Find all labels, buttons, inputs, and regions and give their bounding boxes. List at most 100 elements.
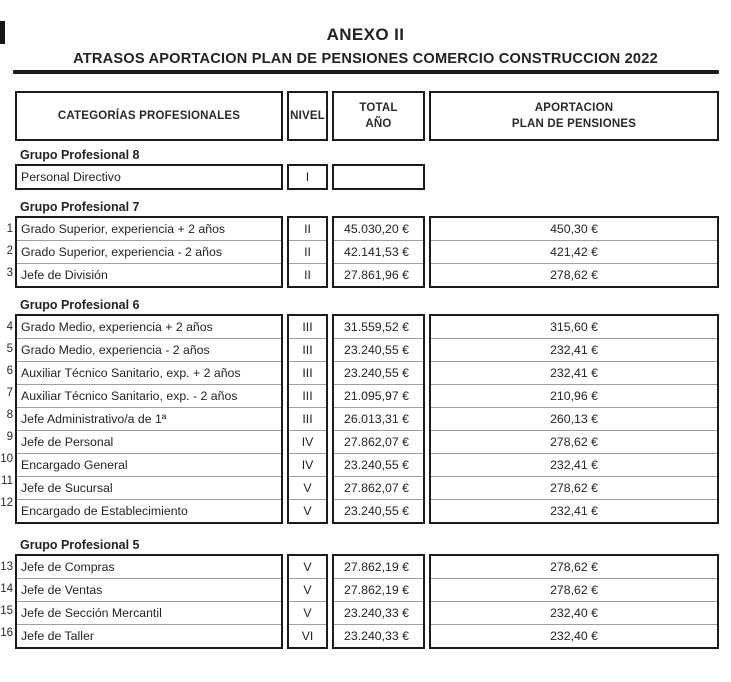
page-title: ANEXO II <box>326 25 405 44</box>
aportacion-cell: 232,40 € <box>431 624 717 647</box>
category-cell: Grado Superior, experiencia + 2 años <box>21 222 226 236</box>
total-column: 45.030,20 € 42.141,53 € 27.861,96 € <box>332 216 425 288</box>
total-cell: 23.240,55 € <box>334 338 423 361</box>
row-number-column: 1 2 3 <box>0 216 15 288</box>
aportacion-cell: 278,62 € <box>431 476 717 499</box>
category-cell: Auxiliar Técnico Sanitario, exp. - 2 año… <box>17 384 281 407</box>
header-total-line1: TOTAL <box>359 102 398 114</box>
total-cell: 27.862,19 € <box>344 560 409 574</box>
group-label: Grupo Profesional 6 <box>20 298 140 312</box>
page-subtitle: ATRASOS APORTACION PLAN DE PENSIONES COM… <box>73 51 658 67</box>
categories-column: Personal Directivo <box>15 164 283 190</box>
group-7: Grupo Profesional 7 1 2 3 Grado Superior… <box>0 200 731 288</box>
aportacion-cell: 232,41 € <box>431 361 717 384</box>
total-cell: 26.013,31 € <box>334 407 423 430</box>
nivel-cell: V <box>303 560 312 574</box>
nivel-cell: III <box>289 384 326 407</box>
row-number: 5 <box>6 343 13 355</box>
group-rows: 4 5 6 7 8 9 10 11 12 Grado Medio, experi… <box>0 314 731 524</box>
category-cell: Jefe de Taller <box>17 624 281 647</box>
row-number: 9 <box>6 431 13 443</box>
aportacion-cell: 210,96 € <box>431 384 717 407</box>
nivel-cell: I <box>305 170 310 184</box>
row-number: 15 <box>0 605 13 617</box>
total-cell: 31.559,52 € <box>344 320 409 334</box>
total-cell: 23.240,33 € <box>334 624 423 647</box>
row-number-column <box>0 164 15 190</box>
nivel-cell: IV <box>289 453 326 476</box>
nivel-cell: II <box>289 263 326 286</box>
table-header: CATEGORÍAS PROFESIONALES NIVEL TOTAL AÑO… <box>15 91 731 141</box>
total-cell <box>334 166 423 188</box>
nivel-cell: II <box>289 240 326 263</box>
category-cell: Jefe de División <box>17 263 281 286</box>
row-number: 1 <box>6 223 13 235</box>
category-cell: Jefe de Compras <box>21 560 115 574</box>
categories-column: Grado Superior, experiencia + 2 años Gra… <box>15 216 283 288</box>
row-number: 14 <box>0 583 13 595</box>
aportacion-column: 278,62 € 278,62 € 232,40 € 232,40 € <box>429 554 719 649</box>
nivel-cell: V <box>289 499 326 522</box>
nivel-column: V V V VI <box>287 554 328 649</box>
group-label: Grupo Profesional 8 <box>20 148 140 162</box>
header-nivel: NIVEL <box>287 91 328 141</box>
group-6: Grupo Profesional 6 4 5 6 7 8 9 10 11 12… <box>0 298 731 524</box>
nivel-cell: III <box>289 407 326 430</box>
category-cell: Encargado de Establecimiento <box>17 499 281 522</box>
nivel-cell: IV <box>289 430 326 453</box>
aportacion-cell: 278,62 € <box>431 430 717 453</box>
aportacion-column: 450,30 € 421,42 € 278,62 € <box>429 216 719 288</box>
category-cell: Jefe de Sección Mercantil <box>17 601 281 624</box>
nivel-cell: III <box>289 361 326 384</box>
group-label: Grupo Profesional 5 <box>20 538 140 552</box>
group-5: Grupo Profesional 5 13 14 15 16 Jefe de … <box>0 538 731 649</box>
categories-column: Jefe de Compras Jefe de Ventas Jefe de S… <box>15 554 283 649</box>
header-total-line2: AÑO <box>365 118 392 130</box>
total-cell: 45.030,20 € <box>344 222 409 236</box>
row-number: 16 <box>0 627 13 639</box>
total-cell: 27.862,19 € <box>334 578 423 601</box>
aportacion-cell: 421,42 € <box>431 240 717 263</box>
row-number: 7 <box>6 387 13 399</box>
row-number-column: 13 14 15 16 <box>0 554 15 649</box>
total-cell: 23.240,55 € <box>334 499 423 522</box>
category-cell: Grado Medio, experiencia - 2 años <box>17 338 281 361</box>
category-cell: Jefe Administrativo/a de 1ª <box>17 407 281 430</box>
category-cell: Grado Medio, experiencia + 2 años <box>21 320 213 334</box>
row-number: 8 <box>6 409 13 421</box>
row-number: 4 <box>6 321 13 333</box>
category-cell: Jefe de Ventas <box>17 578 281 601</box>
total-cell: 21.095,97 € <box>334 384 423 407</box>
total-column: 27.862,19 € 27.862,19 € 23.240,33 € 23.2… <box>332 554 425 649</box>
header-aportacion: APORTACION PLAN DE PENSIONES <box>429 91 719 141</box>
total-cell: 23.240,55 € <box>334 453 423 476</box>
aportacion-cell: 260,13 € <box>431 407 717 430</box>
nivel-cell: III <box>289 338 326 361</box>
row-number: 13 <box>0 561 13 573</box>
group-rows: 1 2 3 Grado Superior, experiencia + 2 añ… <box>0 216 731 288</box>
group-label: Grupo Profesional 7 <box>20 200 140 214</box>
total-column: 31.559,52 € 23.240,55 € 23.240,55 € 21.0… <box>332 314 425 524</box>
row-number: 11 <box>1 475 13 487</box>
nivel-column: III III III III III IV IV V V <box>287 314 328 524</box>
nivel-cell: V <box>289 476 326 499</box>
category-cell: Jefe de Personal <box>17 430 281 453</box>
header-aportacion-line2: PLAN DE PENSIONES <box>511 118 637 130</box>
aportacion-cell: 315,60 € <box>550 320 598 334</box>
header-categories-label: CATEGORÍAS PROFESIONALES <box>57 110 241 122</box>
total-cell: 27.862,07 € <box>334 476 423 499</box>
total-cell: 23.240,55 € <box>334 361 423 384</box>
nivel-cell: VI <box>289 624 326 647</box>
categories-column: Grado Medio, experiencia + 2 años Grado … <box>15 314 283 524</box>
total-cell: 27.862,07 € <box>334 430 423 453</box>
aportacion-cell: 278,62 € <box>431 263 717 286</box>
row-number: 12 <box>0 497 13 509</box>
category-cell: Jefe de Sucursal <box>17 476 281 499</box>
scan-artifact-mark <box>0 21 5 44</box>
header-aportacion-line1: APORTACION <box>534 102 614 114</box>
nivel-cell: V <box>289 601 326 624</box>
aportacion-cell: 232,40 € <box>431 601 717 624</box>
aportacion-cell: 232,41 € <box>431 453 717 476</box>
row-number: 2 <box>6 245 13 257</box>
nivel-cell: V <box>289 578 326 601</box>
